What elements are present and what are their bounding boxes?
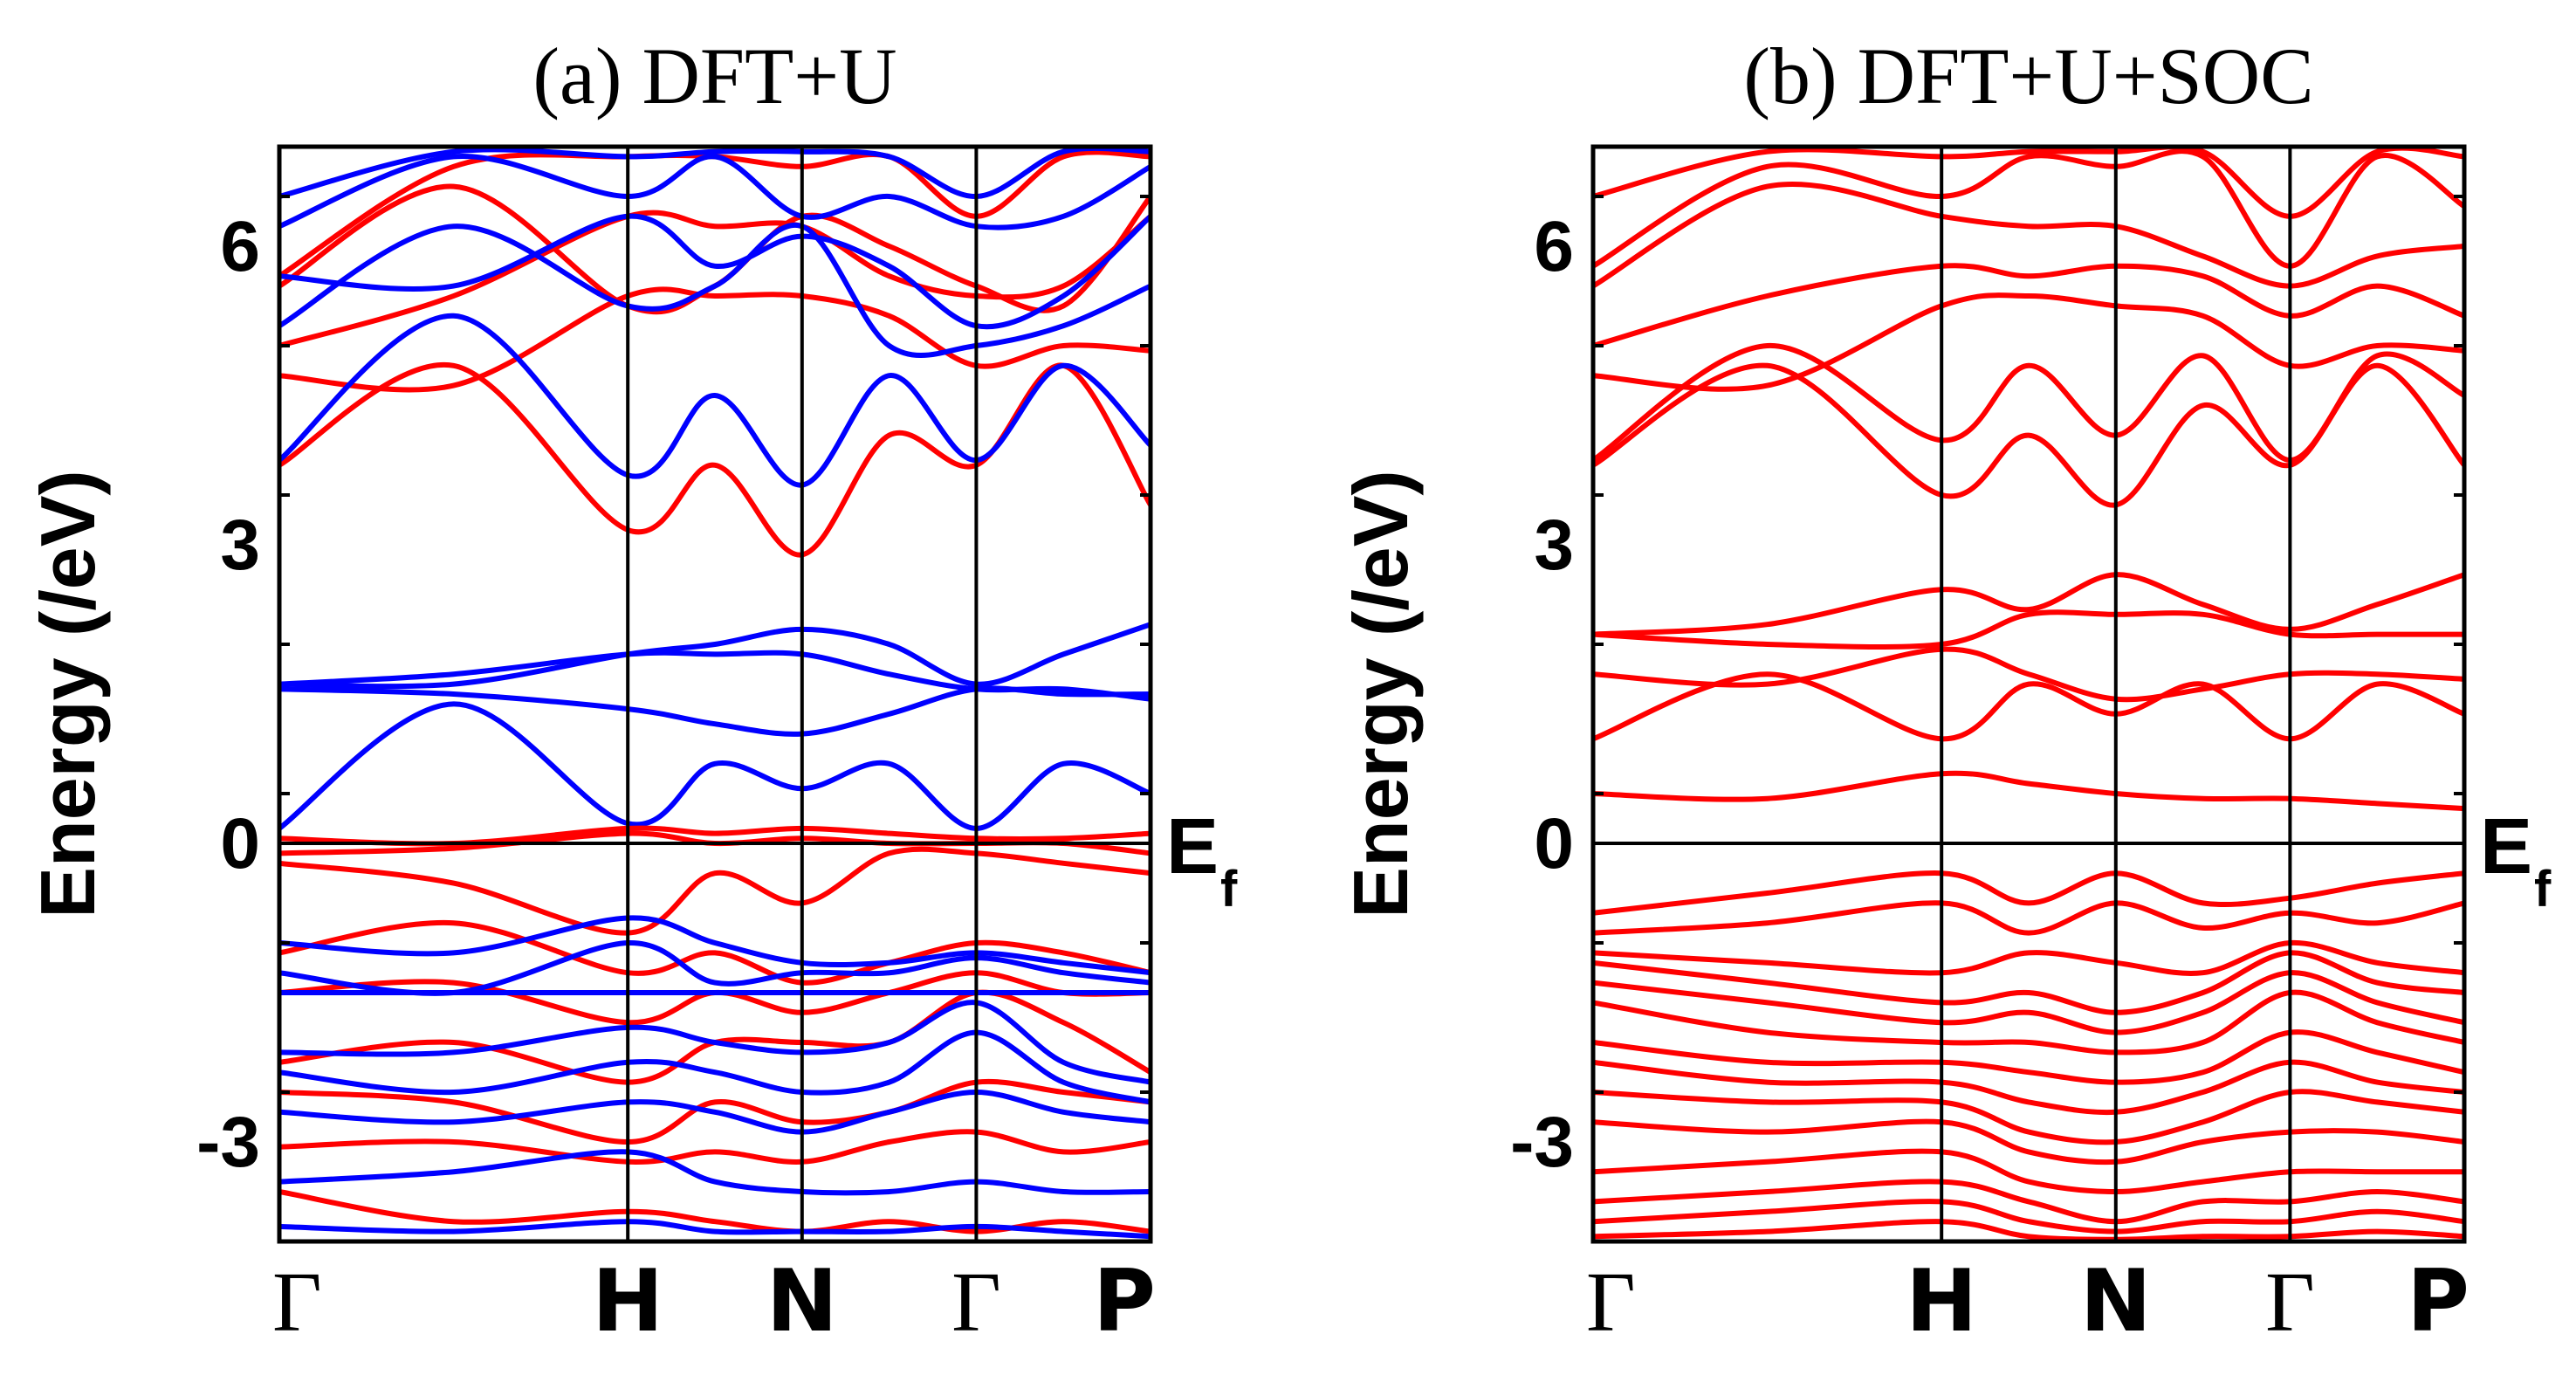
band-line-3-6 [279, 1078, 1151, 1145]
band-line-4-7 [279, 1219, 1151, 1240]
band-line-4-5 [279, 1090, 1151, 1135]
band-line-2-2 [1593, 939, 2464, 976]
y-tick-label: 3 [1534, 505, 1574, 585]
band-line-3-7 [279, 1129, 1151, 1165]
bands [279, 147, 1151, 1240]
band-line-0-6 [1593, 147, 2464, 219]
panel-title: (a) DFT+U [532, 31, 896, 120]
band-line-1-4 [279, 147, 1151, 200]
band-line-1-0 [279, 313, 1151, 488]
band-line-1-3 [1593, 609, 2464, 650]
band-line-2-5 [1593, 989, 2464, 1056]
k-point-label: N [766, 1252, 838, 1351]
band-line-0-4 [279, 149, 1151, 278]
fermi-label: E [1166, 803, 1219, 890]
band-line-2-8 [1593, 1089, 2464, 1145]
y-tick-label: -3 [196, 1103, 260, 1182]
band-line-2-6 [1593, 1029, 2464, 1085]
band-line-2-2 [279, 650, 1151, 702]
band-line-2-12 [1593, 1199, 2464, 1234]
band-line-0-2 [279, 210, 1151, 348]
band-line-2-7 [1593, 1059, 2464, 1116]
band-line-0-0 [279, 361, 1151, 558]
panel-title: (b) DFT+U+SOC [1743, 31, 2313, 120]
plot-frame [277, 144, 1153, 1244]
y-axis-label: Energy (/eV) [24, 470, 111, 918]
k-point-label: Γ [272, 1255, 322, 1350]
k-point-label: Γ [951, 1255, 1001, 1350]
k-point-label: N [2080, 1252, 2152, 1351]
k-point-label: Γ [1586, 1255, 1636, 1350]
y-tick-label: 0 [220, 804, 260, 884]
plot-frame [1590, 144, 2467, 1244]
band-line-3-2 [279, 846, 1151, 936]
band-line-3-8 [279, 1189, 1151, 1234]
band-line-2-4 [1593, 970, 2464, 1035]
band-line-2-3 [279, 622, 1151, 690]
fermi-label: E [2480, 803, 2532, 890]
bands [1593, 147, 2464, 1241]
fermi-label-subscript: f [2534, 861, 2552, 918]
band-line-4-3 [279, 1000, 1151, 1085]
band-line-3-5 [279, 989, 1151, 1085]
band-line-1-3 [279, 153, 1151, 230]
band-line-2-1 [1593, 900, 2464, 936]
band-line-0-3 [1593, 263, 2464, 348]
k-point-label: P [2407, 1252, 2470, 1351]
y-tick-label: 6 [220, 207, 260, 286]
band-line-4-6 [279, 1149, 1151, 1196]
y-tick-label: -3 [1510, 1103, 1574, 1182]
band-line-1-2 [1593, 646, 2464, 703]
k-point-label: H [1906, 1252, 1977, 1351]
band-line-2-0 [279, 701, 1151, 831]
band-line-2-3 [1593, 950, 2464, 1015]
y-tick-label: 6 [1534, 207, 1574, 286]
y-axis-label: Energy (/eV) [1337, 470, 1424, 918]
fermi-label-subscript: f [1220, 861, 1238, 918]
band-line-0-5 [1593, 148, 2464, 269]
band-line-2-0 [1593, 870, 2464, 916]
band-line-2-11 [1593, 1179, 2464, 1225]
k-point-label: Γ [2265, 1255, 2315, 1350]
k-point-label: H [592, 1252, 663, 1351]
band-line-1-4 [1593, 572, 2464, 637]
band-line-0-1 [279, 286, 1151, 393]
band-line-0-2 [1593, 292, 2464, 392]
band-line-1-0 [1593, 770, 2464, 812]
band-line-0-1 [1593, 342, 2464, 464]
band-line-2-10 [1593, 1148, 2464, 1194]
band-line-4-4 [279, 1029, 1151, 1105]
band-line-2-9 [1593, 1118, 2464, 1166]
band-line-0-3 [279, 183, 1151, 315]
band-line-2-1 [279, 685, 1151, 737]
band-line-3-4 [279, 970, 1151, 1026]
band-line-1-1 [279, 222, 1151, 359]
band-line-1-2 [279, 213, 1151, 330]
band-line-4-0 [279, 915, 1151, 976]
y-tick-label: 0 [1534, 804, 1574, 884]
k-point-label: P [1093, 1252, 1156, 1351]
band-line-0-4 [1593, 181, 2464, 289]
band-line-0-0 [1593, 362, 2464, 508]
band-line-1-1 [1593, 671, 2464, 742]
y-tick-label: 3 [220, 505, 260, 585]
